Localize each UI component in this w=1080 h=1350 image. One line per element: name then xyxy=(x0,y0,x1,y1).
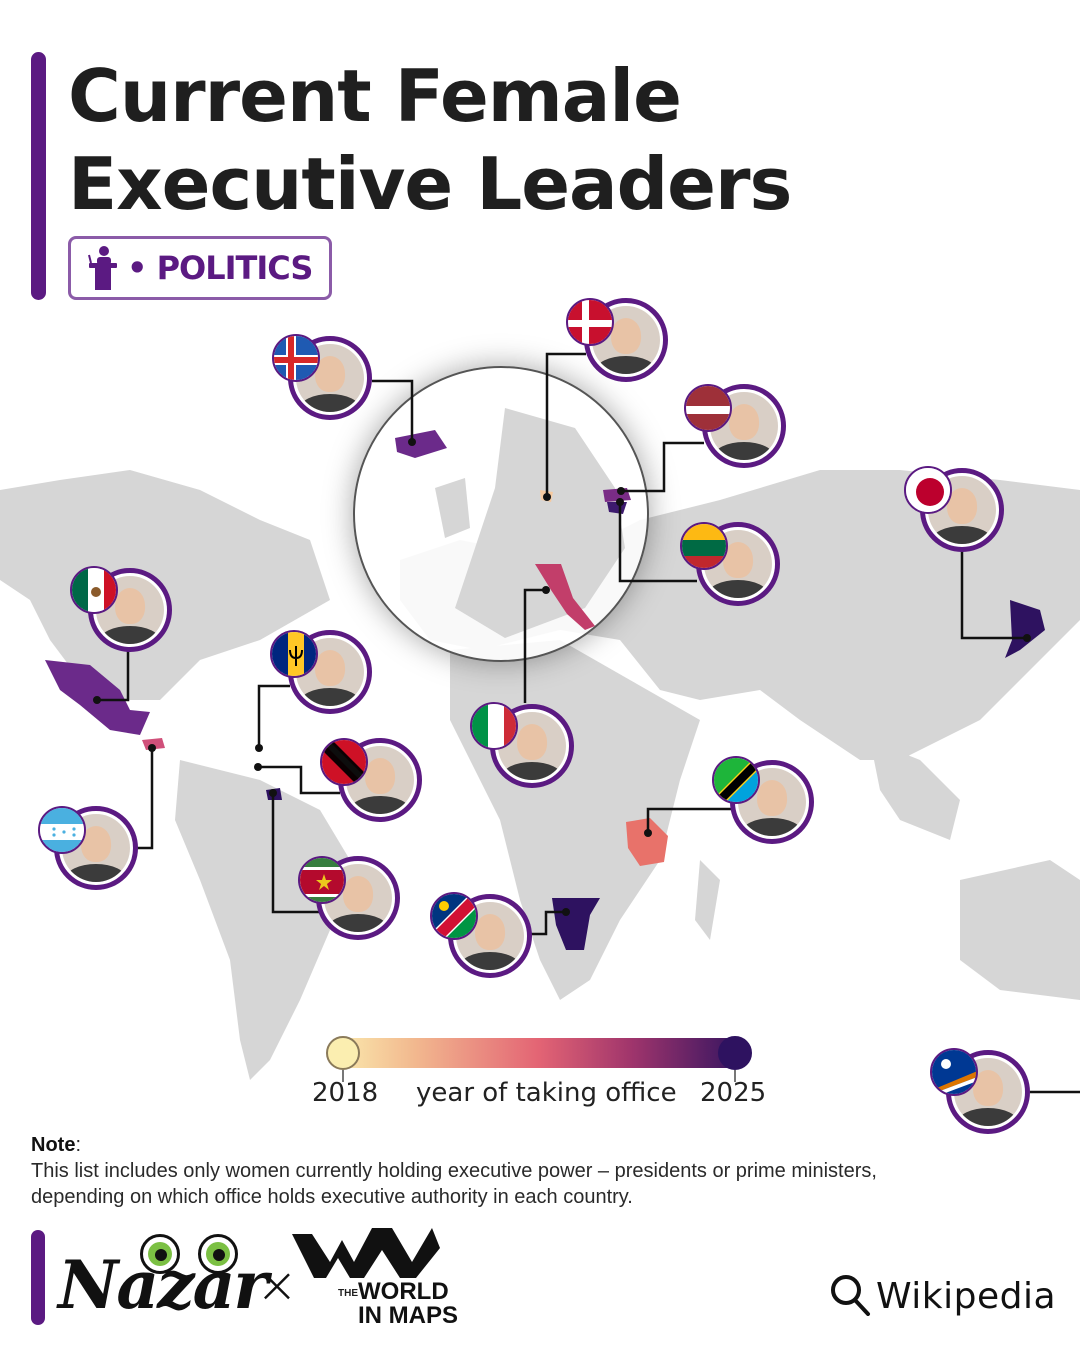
footer-accent-bar xyxy=(31,1230,45,1325)
accent-bar xyxy=(31,52,46,300)
scale-title: year of taking office xyxy=(416,1078,677,1108)
world-in-maps-logo: THE WORLD IN MAPS xyxy=(292,1228,472,1328)
wim-the: THE xyxy=(338,1288,358,1299)
page-title: Current Female Executive Leaders xyxy=(68,52,792,228)
scale-end-knob xyxy=(718,1036,752,1070)
wim-in-maps: IN MAPS xyxy=(358,1302,459,1329)
iceland-flag-icon xyxy=(272,334,320,382)
scale-start-knob xyxy=(326,1036,360,1070)
collab-separator: × xyxy=(256,1256,298,1314)
europe-zoom-lens xyxy=(353,366,649,662)
note-line-2: depending on which office holds executiv… xyxy=(31,1186,633,1208)
search-icon xyxy=(828,1272,872,1321)
country-latvia xyxy=(603,488,631,502)
mexico-flag-icon xyxy=(70,566,118,614)
eye-glasses-icon xyxy=(198,1234,238,1274)
category-tag: • POLITICS xyxy=(68,236,332,300)
wim-world: WORLD xyxy=(358,1278,449,1305)
scale-end-label: 2025 xyxy=(700,1078,767,1108)
source-label: Wikipedia xyxy=(876,1276,1057,1317)
marshall-islands-flag-icon xyxy=(930,1048,978,1096)
note-block: Note: This list includes only women curr… xyxy=(31,1132,1061,1210)
category-label: • POLITICS xyxy=(127,249,313,287)
country-honduras xyxy=(142,738,165,750)
namibia-flag-icon xyxy=(430,892,478,940)
tanzania-flag-icon xyxy=(712,756,760,804)
barbados-flag-icon xyxy=(270,630,318,678)
title-line-2: Executive Leaders xyxy=(68,142,792,226)
scale-start-tick xyxy=(342,1070,344,1082)
note-line-1: This list includes only women currently … xyxy=(31,1160,877,1182)
honduras-flag-icon xyxy=(38,806,86,854)
eye-glasses-icon xyxy=(140,1234,180,1274)
color-gradient-bar xyxy=(330,1038,748,1068)
color-scale-legend: 2018 year of taking office 2025 xyxy=(300,1030,780,1120)
wm-monogram-icon xyxy=(292,1228,440,1278)
italy-flag-icon xyxy=(470,702,518,750)
scale-end-tick xyxy=(734,1070,736,1082)
nazar-logo: Nazar xyxy=(58,1226,268,1326)
country-italy xyxy=(535,564,595,630)
scale-start-label: 2018 xyxy=(312,1078,379,1108)
denmark-flag-icon xyxy=(566,298,614,346)
japan-flag-icon xyxy=(904,466,952,514)
world-map xyxy=(0,300,1080,1120)
latvia-flag-icon xyxy=(684,384,732,432)
suriname-flag-icon xyxy=(298,856,346,904)
source-credit: Wikipedia xyxy=(828,1272,1056,1321)
country-suriname xyxy=(266,788,282,800)
title-line-1: Current Female xyxy=(68,54,682,138)
lithuania-flag-icon xyxy=(680,522,728,570)
trinidad-tobago-flag-icon xyxy=(320,738,368,786)
podium-speaker-icon xyxy=(85,245,119,291)
note-colon: : xyxy=(75,1134,82,1156)
note-title: Note xyxy=(31,1134,76,1156)
country-iceland xyxy=(395,430,447,458)
